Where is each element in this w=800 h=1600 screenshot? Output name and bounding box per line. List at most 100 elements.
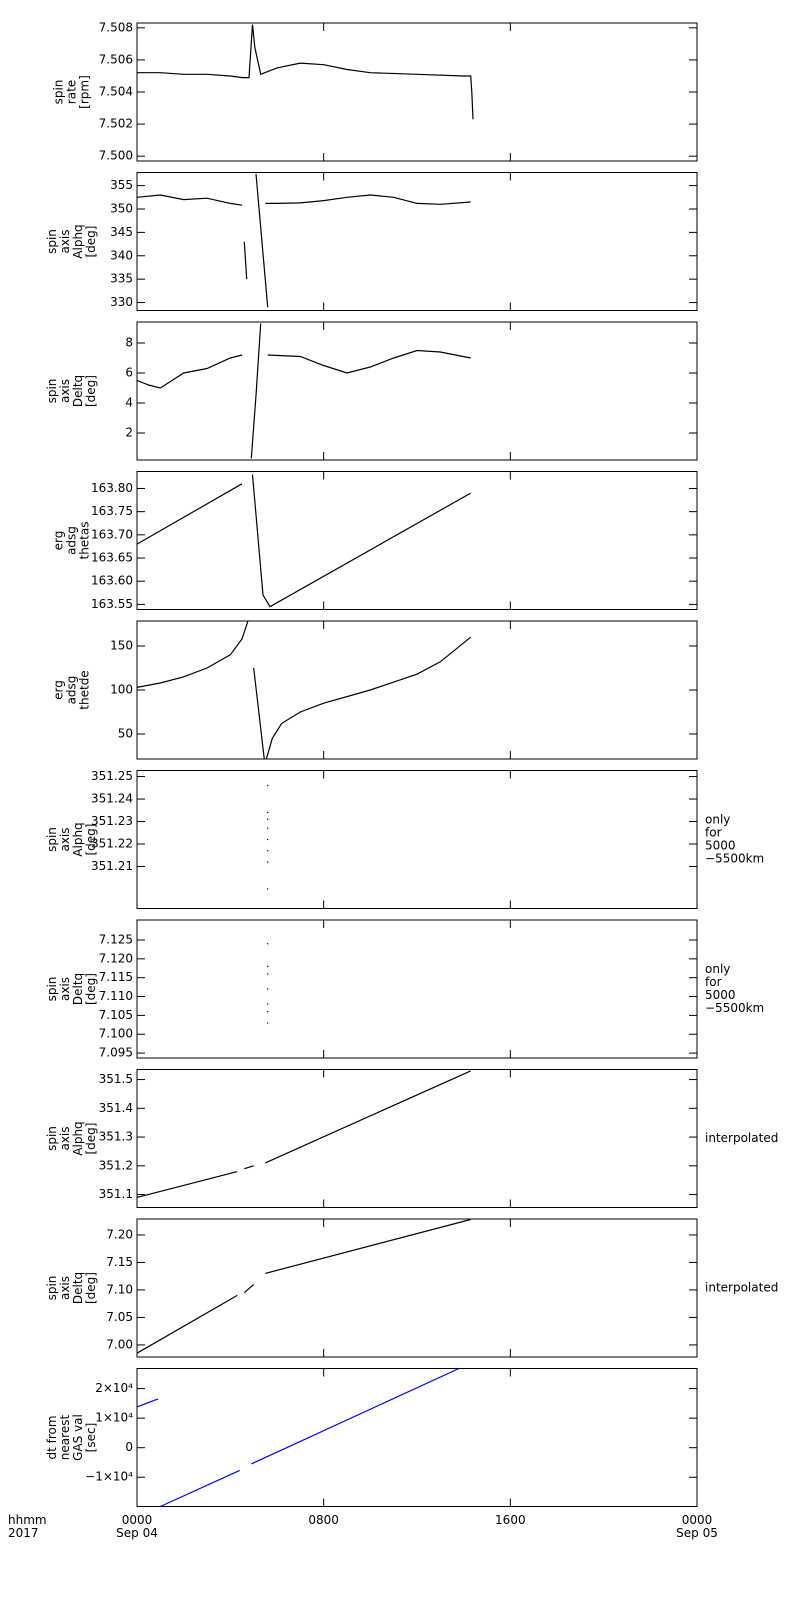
y-tick-label: 351.1 [99, 1187, 133, 1201]
y-axis-label: [deg] [84, 824, 98, 856]
y-axis-label: [deg] [84, 226, 98, 258]
y-axis-label: erg [52, 680, 66, 700]
y-axis-label: axis [58, 229, 72, 253]
panel-frame [136, 919, 698, 1059]
panel-frame [136, 1218, 698, 1358]
y-tick-label: 351.21 [91, 859, 133, 873]
y-tick-label: 7.15 [106, 1255, 133, 1269]
y-tick-label: 351.24 [91, 792, 133, 806]
y-tick-label: 351.22 [91, 836, 133, 850]
y-tick-label: 345 [110, 225, 133, 239]
x-date-label: Sep 05 [676, 1526, 718, 1540]
y-tick-label: 7.095 [99, 1046, 133, 1060]
panel-frame [136, 172, 698, 311]
y-tick-label: 7.115 [99, 970, 133, 984]
y-tick-label: 2×10⁴ [95, 1381, 133, 1395]
y-axis-label: [deg] [84, 1123, 98, 1155]
y-tick-label: 163.80 [91, 481, 133, 495]
panel-frame [136, 620, 698, 760]
y-tick-label: 350 [110, 201, 133, 215]
x-tick-label: 0000 [682, 1513, 713, 1527]
data-point [267, 1011, 269, 1013]
y-axis-label: axis [58, 1276, 72, 1300]
y-axis-label: [deg] [84, 973, 98, 1005]
y-tick-label: 7.506 [99, 52, 133, 66]
y-axis-label: rate [65, 80, 79, 104]
x-tick-label: 0800 [308, 1513, 339, 1527]
y-tick-label: 163.75 [91, 504, 133, 518]
data-point [267, 838, 269, 841]
y-axis-label: [rpm] [78, 75, 92, 109]
y-tick-label: 7.125 [99, 932, 133, 946]
x-tick-label: 1600 [495, 1513, 526, 1527]
y-axis-label: [deg] [84, 375, 98, 407]
data-point [267, 888, 269, 890]
data-point [267, 1003, 269, 1005]
y-tick-label: 340 [110, 248, 133, 262]
y-axis-label: Deltq [71, 375, 85, 407]
y-axis-label: axis [58, 379, 72, 403]
panel-frame [136, 321, 698, 461]
y-axis-label: [sec] [84, 1423, 98, 1453]
y-tick-label: 7.504 [99, 85, 133, 99]
y-tick-label: 351.23 [91, 814, 133, 828]
annotation: 5000 [705, 988, 736, 1002]
y-axis-label: Deltq [71, 973, 85, 1005]
y-tick-label: 7.10 [106, 1282, 133, 1296]
data-point [267, 1022, 269, 1024]
y-tick-label: 4 [125, 396, 133, 410]
data-point [267, 784, 269, 787]
y-axis-label: nearest [58, 1415, 72, 1461]
annotation: −5500km [705, 1001, 764, 1015]
y-tick-label: 163.55 [91, 597, 133, 611]
y-axis-label: dt from [45, 1415, 59, 1459]
data-line [136, 1218, 471, 1354]
data-line [136, 1070, 471, 1198]
y-axis-label: thetas [78, 521, 92, 559]
annotation: only [705, 962, 730, 976]
panel-frame [136, 22, 698, 162]
y-axis-label: Alphq [71, 1121, 85, 1155]
y-tick-label: 6 [125, 366, 133, 380]
y-tick-label: 7.502 [99, 117, 133, 131]
data-point [267, 973, 269, 975]
data-line [136, 1367, 460, 1508]
y-axis-label: spin [45, 1276, 59, 1301]
y-tick-label: 50 [118, 727, 133, 741]
y-tick-label: 351.4 [99, 1101, 133, 1115]
data-point [267, 850, 269, 852]
annotation: for [705, 975, 722, 989]
y-axis-label: Alphq [71, 822, 85, 856]
y-axis-label: GAS val [71, 1414, 85, 1461]
y-axis-label: Alphq [71, 224, 85, 258]
y-axis-label: axis [58, 827, 72, 851]
data-line [136, 323, 471, 459]
y-tick-label: 163.65 [91, 551, 133, 565]
y-tick-label: 351.5 [99, 1072, 133, 1086]
y-tick-label: 7.00 [106, 1337, 133, 1351]
y-axis-label: spin [45, 379, 59, 404]
annotation: for [705, 826, 722, 840]
annotation: −5500km [705, 852, 764, 866]
y-axis-label: spin [52, 80, 66, 105]
panel-frame [136, 770, 698, 909]
y-axis-label: thetde [78, 670, 92, 709]
data-point [267, 818, 269, 820]
y-axis-label: spin [45, 977, 59, 1002]
y-tick-label: 330 [110, 295, 133, 309]
y-axis-label: adsg [65, 526, 79, 555]
y-tick-label: 163.60 [91, 574, 133, 588]
y-tick-label: 7.05 [106, 1310, 133, 1324]
data-point [267, 827, 269, 829]
y-axis-label: axis [58, 977, 72, 1001]
annotation: only [705, 813, 730, 827]
y-axis-label: axis [58, 1126, 72, 1150]
data-line [136, 474, 471, 608]
y-axis-label: spin [45, 1126, 59, 1151]
y-tick-label: 351.2 [99, 1158, 133, 1172]
y-tick-label: 355 [110, 178, 133, 192]
x-date-label: Sep 04 [116, 1526, 158, 1540]
annotation: interpolated [705, 1131, 778, 1145]
y-axis-label: Deltq [71, 1272, 85, 1304]
y-axis-label: spin [45, 229, 59, 254]
